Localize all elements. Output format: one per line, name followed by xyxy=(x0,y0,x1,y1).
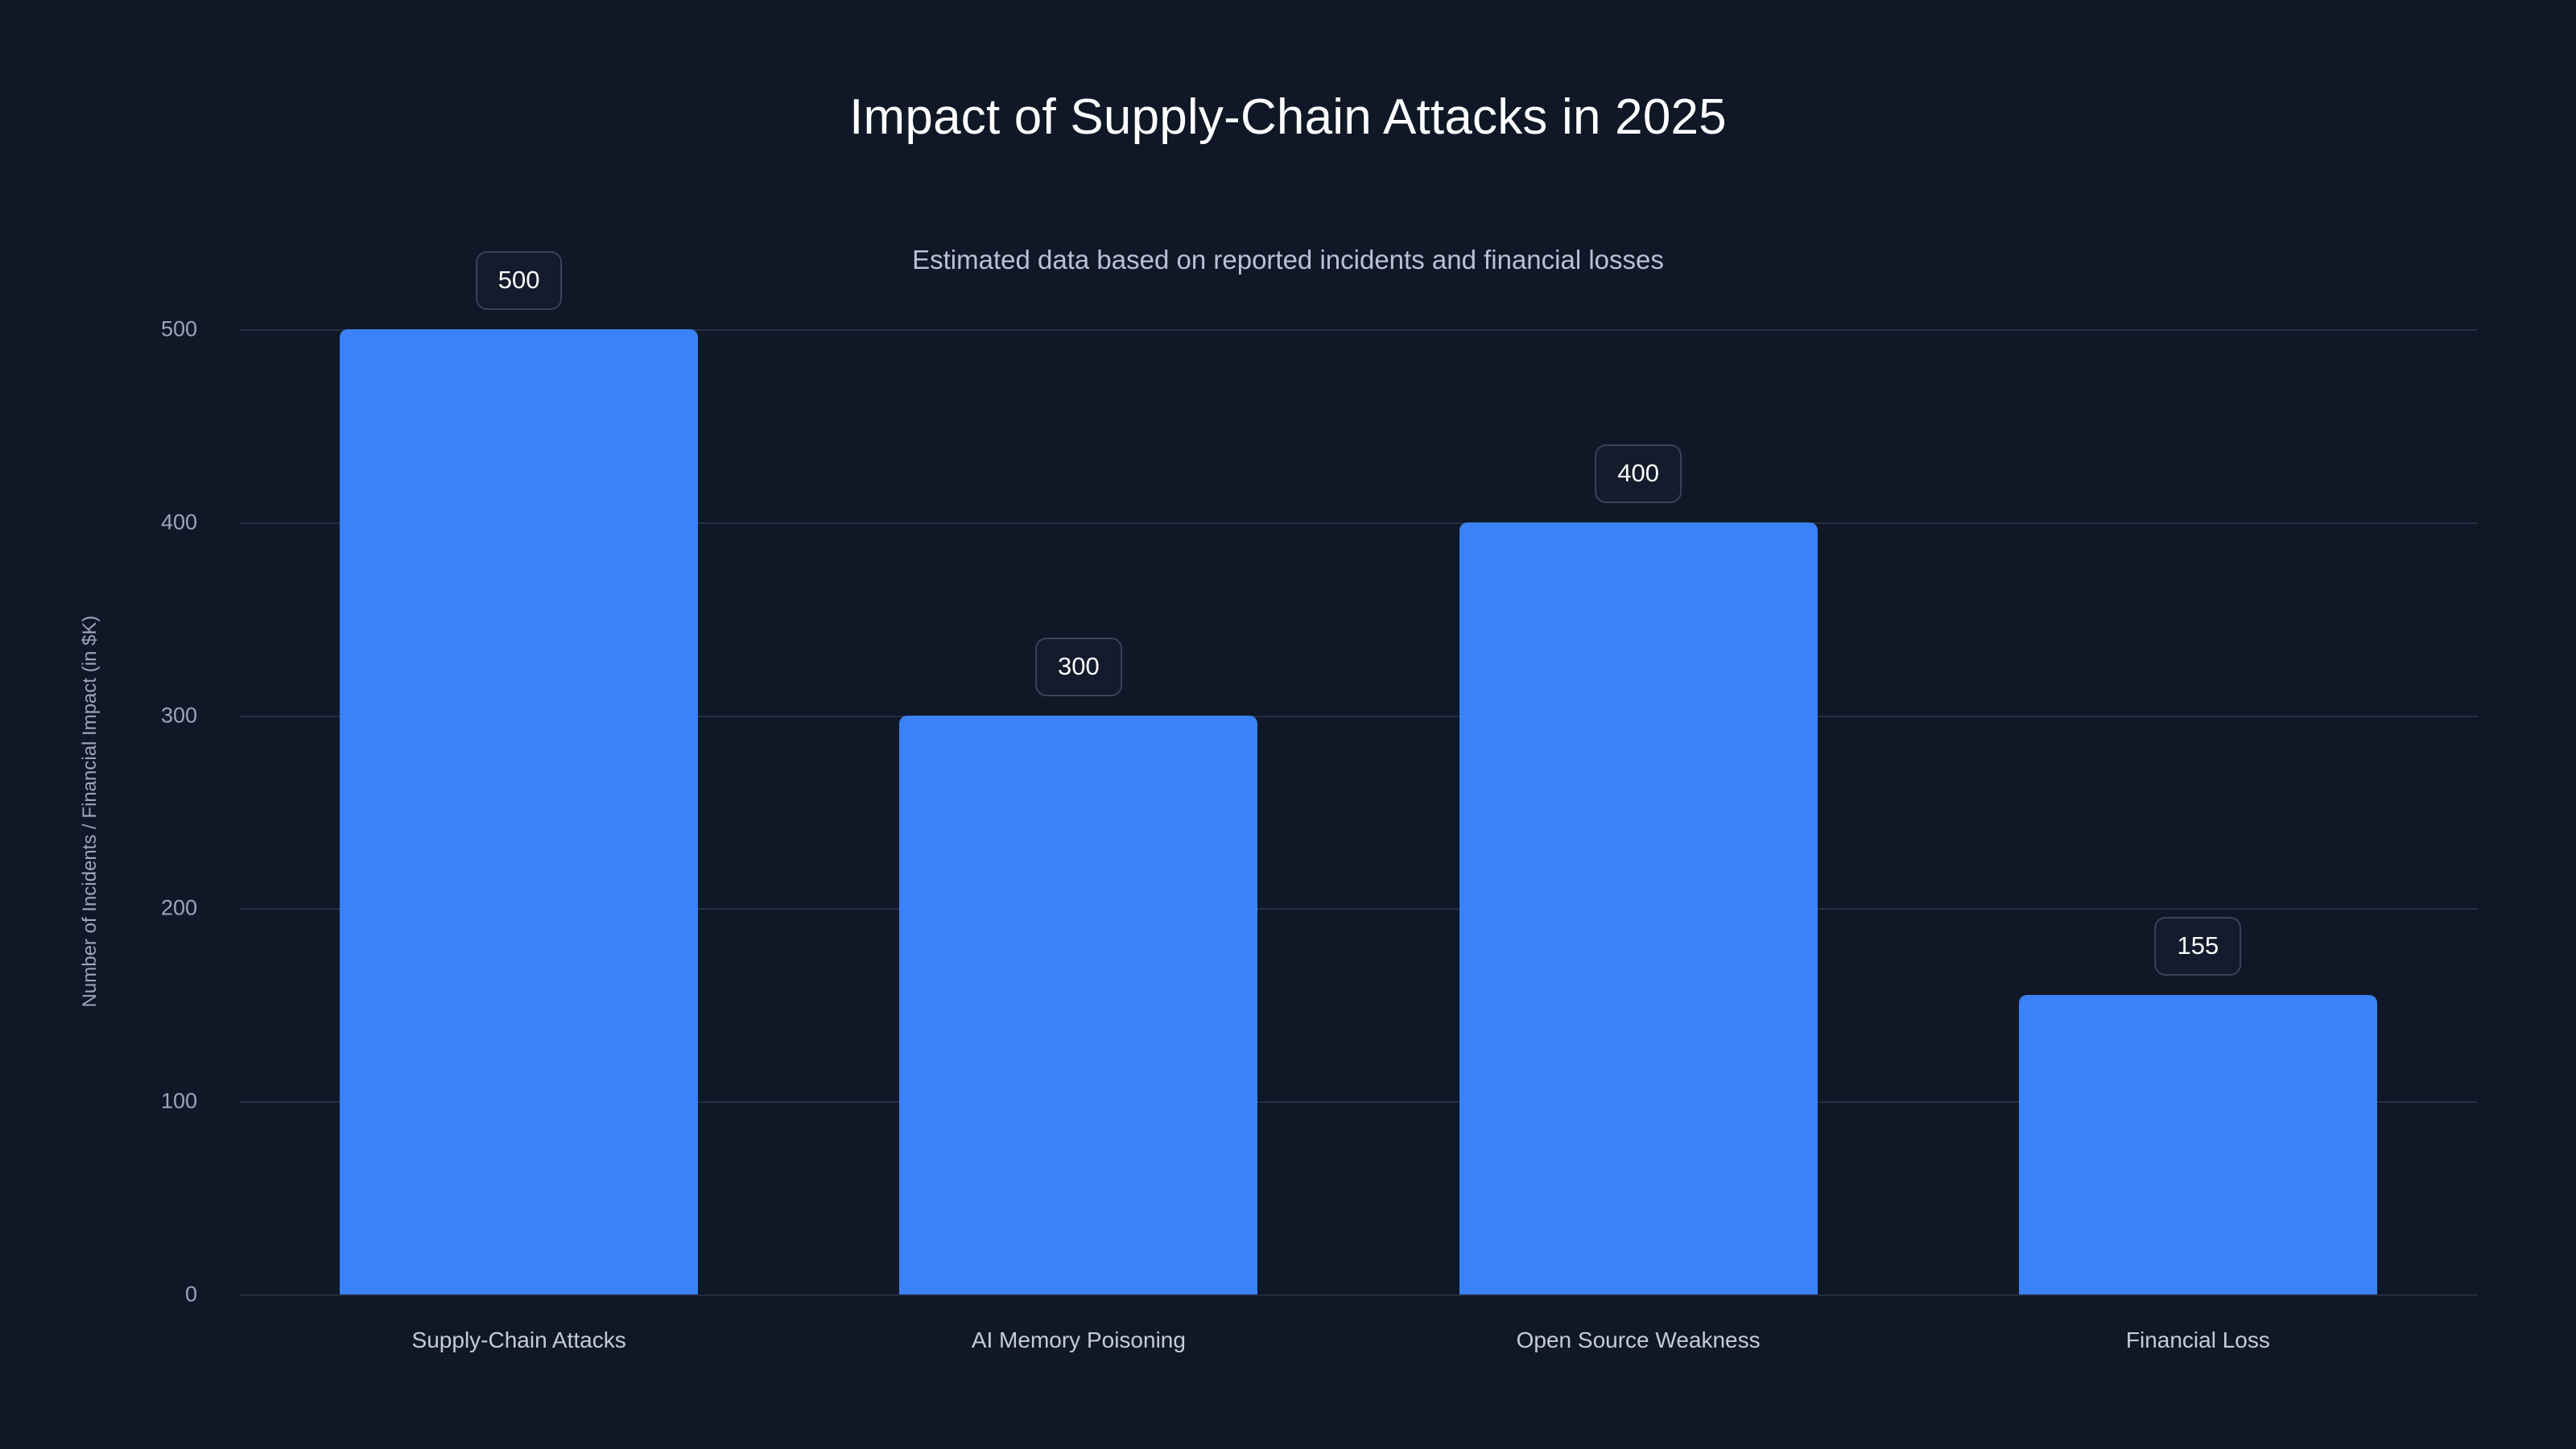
y-tick-label: 0 xyxy=(184,1282,197,1307)
bar[interactable] xyxy=(1459,522,1818,1294)
bar[interactable] xyxy=(899,715,1258,1294)
plot-area xyxy=(239,329,2478,1296)
x-axis-category-label: Open Source Weakness xyxy=(1516,1327,1761,1352)
bar-value-badge: 300 xyxy=(1035,637,1122,696)
y-tick-label: 300 xyxy=(160,703,197,728)
x-axis-category-label: Supply-Chain Attacks xyxy=(411,1327,626,1352)
bar-value-badge: 155 xyxy=(2154,917,2242,976)
gridline xyxy=(239,715,2478,717)
chart-subtitle: Estimated data based on reported inciden… xyxy=(912,245,1664,275)
y-tick-label: 500 xyxy=(160,316,197,341)
gridline xyxy=(239,908,2478,910)
chart-title: Impact of Supply-Chain Attacks in 2025 xyxy=(849,89,1727,145)
bar[interactable] xyxy=(340,329,699,1294)
bar-value-badge: 500 xyxy=(475,251,563,310)
y-tick-label: 100 xyxy=(160,1088,197,1113)
y-tick-label: 200 xyxy=(160,895,197,920)
x-axis-category-label: AI Memory Poisoning xyxy=(971,1327,1186,1352)
gridline xyxy=(239,522,2478,524)
gridline xyxy=(239,1294,2478,1296)
y-tick-label: 400 xyxy=(160,510,197,535)
y-axis-title: Number of Incidents / Financial Impact (… xyxy=(79,615,101,1008)
x-axis-category-label: Financial Loss xyxy=(2125,1327,2270,1352)
bar[interactable] xyxy=(2018,995,2377,1294)
gridline xyxy=(239,1101,2478,1104)
gridline xyxy=(239,329,2478,331)
bar-value-badge: 400 xyxy=(1595,444,1682,503)
